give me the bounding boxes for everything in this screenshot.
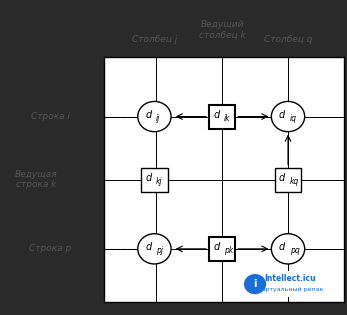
Circle shape (271, 101, 305, 132)
Text: ik: ik (224, 114, 230, 123)
Text: pk: pk (224, 246, 233, 255)
Text: Intellect.icu: Intellect.icu (264, 274, 315, 283)
Text: i: i (253, 279, 257, 289)
Text: d: d (279, 110, 285, 120)
Text: ij: ij (156, 114, 160, 123)
Circle shape (138, 234, 171, 264)
Text: d: d (213, 110, 219, 120)
Bar (104, 57, 344, 302)
Text: kj: kj (156, 177, 163, 186)
Text: d: d (279, 173, 285, 183)
Bar (242, 271, 321, 297)
Text: d: d (213, 242, 219, 252)
Text: d: d (279, 242, 285, 252)
Text: pq: pq (290, 246, 299, 255)
Text: iq: iq (290, 114, 297, 123)
Text: Строка p: Строка p (29, 244, 71, 253)
Text: d: d (145, 242, 152, 252)
Bar (275, 168, 301, 192)
Text: kq: kq (290, 177, 299, 186)
Bar (209, 237, 235, 261)
Bar (141, 168, 168, 192)
Bar (209, 105, 235, 129)
Text: Виртуальный репак: Виртуальный репак (256, 287, 323, 292)
Text: d: d (145, 173, 152, 183)
Circle shape (244, 274, 266, 294)
Text: Ведущая
строка k: Ведущая строка k (15, 170, 58, 189)
Circle shape (138, 101, 171, 132)
Circle shape (271, 234, 305, 264)
Text: Ведущий
столбец k: Ведущий столбец k (199, 20, 245, 39)
Text: Столбец q: Столбец q (264, 35, 312, 44)
Text: Строка i: Строка i (31, 112, 70, 121)
Text: pj: pj (156, 246, 163, 255)
Text: Столбец j: Столбец j (132, 35, 177, 44)
Text: d: d (145, 110, 152, 120)
